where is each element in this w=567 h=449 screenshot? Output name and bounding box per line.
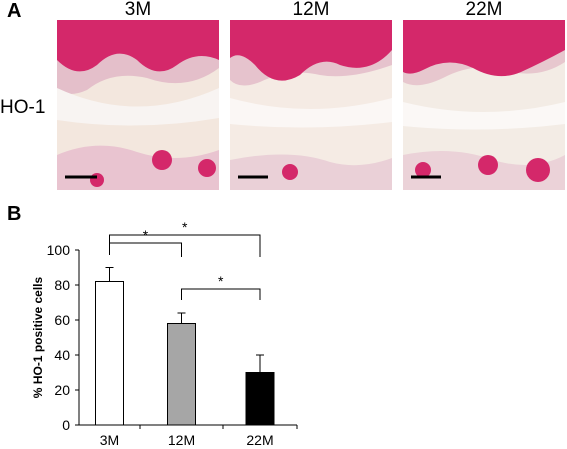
- bar-3m: [95, 281, 124, 426]
- panel-b-label: B: [7, 203, 22, 225]
- y-tick-label: 60: [54, 312, 70, 328]
- row-label-ho1: HO-1: [0, 97, 46, 118]
- y-tick-label: 20: [54, 382, 70, 398]
- bar-22m: [245, 372, 275, 426]
- column-label-22m: 22M: [465, 0, 503, 20]
- x-tick-label: 3M: [100, 432, 119, 448]
- y-tick-label: 0: [62, 417, 70, 433]
- x-tick-label: 22M: [246, 432, 273, 448]
- column-label-3m: 3M: [124, 0, 152, 20]
- y-axis-label: % HO-1 positive cells: [31, 276, 45, 398]
- bar-chart: 0 20 40 60 80 100 % HO-1 positive cells 3M 12M 22…: [31, 219, 298, 448]
- significance-bracket: [109, 234, 261, 257]
- y-tick-label: 100: [47, 242, 71, 258]
- column-label-12m: 12M: [292, 0, 330, 20]
- micrograph-12m: [230, 20, 392, 190]
- bar-12m: [167, 323, 196, 426]
- significance-star: *: [182, 219, 188, 235]
- micrograph-22m: [403, 20, 565, 190]
- panel-a-label: A: [7, 0, 22, 22]
- significance-bracket: [109, 242, 182, 257]
- micrograph-3m: [57, 20, 219, 190]
- significance-star: *: [218, 273, 224, 289]
- significance-bracket: [181, 288, 261, 300]
- y-tick-label: 80: [54, 277, 70, 293]
- y-tick-label: 40: [54, 347, 70, 363]
- x-tick-label: 12M: [168, 432, 195, 448]
